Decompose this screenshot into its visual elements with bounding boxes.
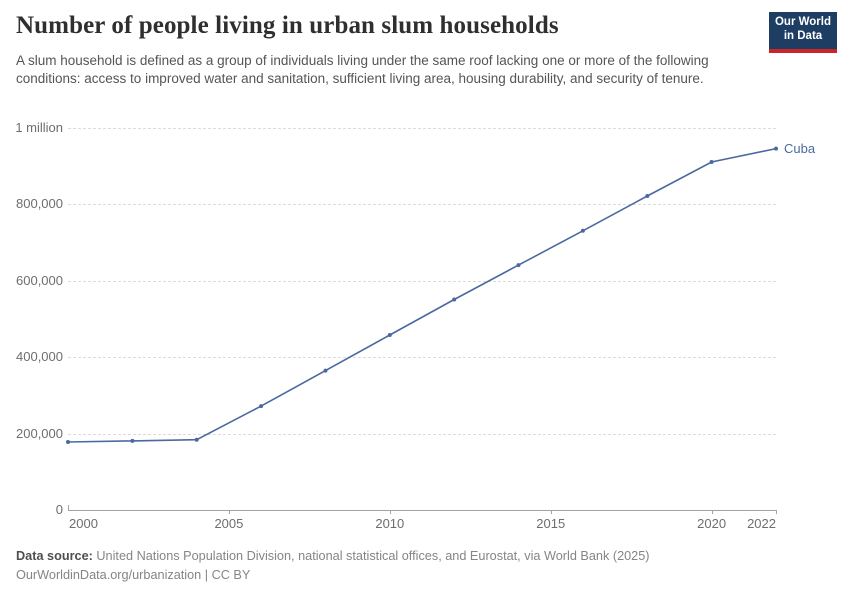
owid-logo[interactable]: Our World in Data xyxy=(769,12,837,53)
x-tick-mark-2020 xyxy=(711,510,713,514)
data-point-2018[interactable] xyxy=(645,194,650,198)
y-tick-label-200000: 200,000 xyxy=(16,425,63,441)
chart-subtitle: A slum household is defined as a group o… xyxy=(16,53,709,86)
y-tick-label-600000: 600,000 xyxy=(16,272,63,288)
x-tick-mark-2005 xyxy=(228,510,230,514)
data-point-2014[interactable] xyxy=(516,263,521,268)
data-source-line: Data source: United Nations Population D… xyxy=(16,547,816,566)
x-axis-start-tick xyxy=(68,505,69,510)
page-title: Number of people living in urban slum ho… xyxy=(16,12,559,39)
x-tick-label-2015: 2015 xyxy=(536,516,566,531)
y-tick-label-1000000: 1 million xyxy=(15,120,63,135)
data-source-text: United Nations Population Division, nati… xyxy=(92,549,650,563)
y-gridline-800000 xyxy=(68,204,776,206)
x-tick-label-2020: 2020 xyxy=(697,516,727,531)
data-point-2016[interactable] xyxy=(580,228,585,233)
chart-footer: Data source: United Nations Population D… xyxy=(16,547,816,585)
series-label-cuba[interactable]: Cuba xyxy=(784,140,816,156)
owid-logo-line1: Our World xyxy=(774,16,831,28)
y-tick-label-0: 0 xyxy=(55,502,63,517)
data-point-2000[interactable] xyxy=(66,440,70,444)
data-point-2004[interactable] xyxy=(194,437,199,442)
y-tick-label-400000: 400,000 xyxy=(16,349,63,365)
y-tick-label-800000: 800,000 xyxy=(16,196,63,212)
data-point-2022[interactable] xyxy=(774,146,778,151)
data-point-2006[interactable] xyxy=(259,404,264,409)
data-point-2008[interactable] xyxy=(323,368,328,373)
y-gridline-200000 xyxy=(68,433,776,435)
x-tick-label-2000: 2000 xyxy=(69,516,98,531)
x-tick-label-2005: 2005 xyxy=(214,516,244,531)
data-point-2012[interactable] xyxy=(452,297,457,302)
series-line-cuba[interactable] xyxy=(67,147,777,443)
x-tick-label-2022: 2022 xyxy=(747,516,776,531)
data-source-label: Data source: xyxy=(16,549,93,563)
x-tick-mark-2022 xyxy=(776,510,777,514)
y-gridline-600000 xyxy=(68,280,776,282)
x-axis-line xyxy=(68,510,776,511)
x-tick-mark-2010 xyxy=(389,510,391,514)
data-point-2010[interactable] xyxy=(387,333,392,337)
data-point-2002[interactable] xyxy=(130,438,135,443)
x-tick-mark-2015 xyxy=(550,510,552,514)
x-tick-label-2010: 2010 xyxy=(375,516,405,531)
data-point-2020[interactable] xyxy=(709,160,714,164)
y-gridline-400000 xyxy=(68,357,776,359)
y-gridline-1000000 xyxy=(68,128,776,129)
owid-logo-line2: in Data xyxy=(783,30,823,42)
license-line: OurWorldinData.org/urbanization | CC BY xyxy=(16,568,251,582)
